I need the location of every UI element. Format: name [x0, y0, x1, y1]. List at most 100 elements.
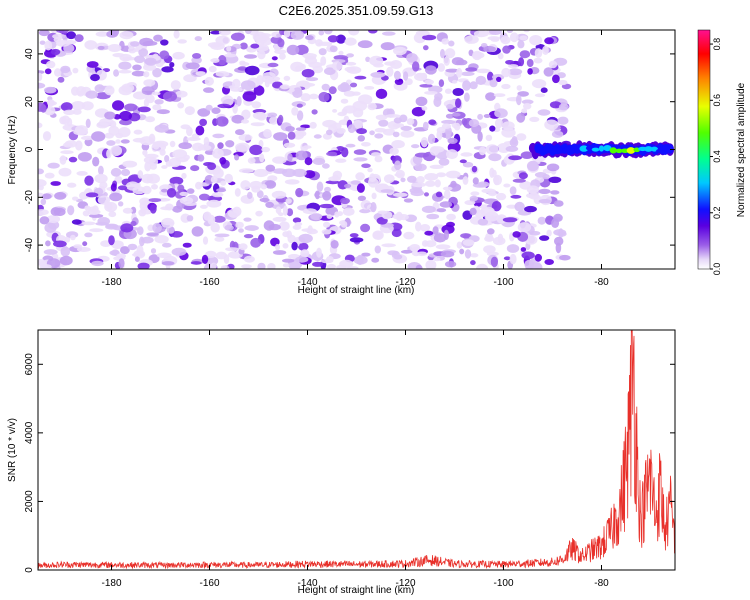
- heatmap-noise-blob: [110, 167, 122, 177]
- heatmap-noise-blob: [154, 124, 169, 133]
- heatmap-noise-blob: [336, 127, 346, 134]
- heatmap-noise-blob: [472, 177, 479, 185]
- heatmap-noise-blob: [544, 259, 554, 265]
- heatmap-noise-blob: [361, 252, 371, 257]
- heatmap-noise-blob: [67, 205, 75, 216]
- heatmap-noise-blob: [169, 61, 175, 68]
- heatmap-noise-blob: [519, 50, 531, 59]
- heatmap-noise-blob: [239, 42, 248, 50]
- heatmap-noise-blob: [521, 99, 534, 105]
- heatmap-noise-blob: [91, 260, 104, 267]
- heatmap-noise-blob: [400, 177, 406, 183]
- heatmap-noise-blob: [450, 180, 457, 188]
- heatmap-noise-blob: [225, 140, 235, 148]
- heatmap-noise-blob: [207, 162, 217, 170]
- heatmap-noise-blob: [60, 150, 74, 155]
- heatmap-noise-blob: [244, 30, 252, 35]
- heatmap-noise-blob: [432, 226, 439, 235]
- heatmap-noise-blob: [472, 50, 483, 61]
- heatmap-noise-blob: [197, 108, 211, 117]
- heatmap-noise-blob: [122, 207, 133, 214]
- heatmap-noise-blob: [302, 53, 317, 59]
- heatmap-noise-blob: [122, 160, 138, 168]
- heatmap-noise-blob: [548, 60, 558, 69]
- heatmap-noise-blob: [271, 190, 287, 199]
- heatmap-noise-blob: [386, 66, 394, 77]
- heatmap-noise-blob: [104, 85, 115, 96]
- heatmap-noise-blob: [81, 135, 94, 141]
- heatmap-noise-blob: [415, 221, 422, 232]
- heatmap-noise-blob: [285, 125, 295, 132]
- heatmap-noise-blob: [110, 145, 123, 157]
- heatmap-noise-blob: [85, 118, 91, 128]
- heatmap-noise-blob: [322, 191, 332, 201]
- heatmap-noise-blob: [420, 137, 428, 148]
- heatmap-noise-blob: [108, 235, 115, 246]
- heatmap-noise-blob: [434, 179, 441, 188]
- heatmap-noise-blob: [195, 181, 203, 190]
- heatmap-noise-blob: [104, 111, 116, 120]
- heatmap-noise-blob: [393, 254, 403, 260]
- heatmap-noise-blob: [381, 243, 397, 248]
- heatmap-noise-blob: [332, 109, 338, 113]
- heatmap-noise-blob: [433, 96, 442, 108]
- signal-peak-blob: [662, 146, 671, 152]
- heatmap-noise-blob: [235, 142, 250, 152]
- heatmap-noise-blob: [424, 91, 438, 95]
- heatmap-noise-blob: [195, 71, 206, 76]
- x-tick-label: -120: [395, 277, 415, 288]
- heatmap-noise-blob: [308, 61, 323, 69]
- heatmap-noise-blob: [137, 170, 144, 179]
- heatmap-noise-blob: [146, 173, 160, 184]
- heatmap-noise-blob: [145, 116, 155, 123]
- x-tick-label: -100: [493, 578, 513, 589]
- heatmap-noise-blob: [256, 75, 264, 85]
- heatmap-noise-blob: [44, 40, 53, 51]
- heatmap-noise-blob: [186, 137, 201, 141]
- heatmap-noise-blob: [544, 37, 554, 45]
- heatmap-noise-blob: [84, 232, 93, 238]
- heatmap-noise-blob: [113, 114, 121, 120]
- heatmap-noise-blob: [226, 45, 232, 52]
- heatmap-noise-blob: [502, 45, 511, 54]
- heatmap-noise-blob: [238, 134, 253, 141]
- heatmap-noise-blob: [406, 118, 415, 126]
- heatmap-noise-blob: [38, 168, 44, 175]
- heatmap-noise-blob: [389, 147, 399, 155]
- heatmap-noise-blob: [469, 195, 478, 202]
- heatmap-noise-blob: [557, 231, 567, 237]
- heatmap-noise-blob: [43, 249, 58, 255]
- heatmap-noise-blob: [41, 193, 52, 200]
- snr-y-ticks: 0 2000 4000 6000: [24, 353, 675, 573]
- heatmap-noise-blob: [489, 30, 502, 35]
- heatmap-noise-blob: [370, 202, 377, 213]
- heatmap-noise-blob: [391, 140, 405, 149]
- heatmap-noise-blob: [195, 125, 205, 136]
- heatmap-noise-blob: [369, 55, 384, 66]
- heatmap-noise-blob: [546, 229, 552, 237]
- heatmap-noise-blob: [38, 30, 50, 37]
- heatmap-noise-blob: [108, 211, 117, 218]
- heatmap-noise-blob: [112, 53, 125, 58]
- heatmap-noise-blob: [139, 136, 155, 146]
- heatmap-noise-blob: [72, 67, 79, 74]
- heatmap-noise-blob: [45, 240, 51, 247]
- heatmap-noise-blob: [445, 68, 460, 73]
- heatmap-noise-blob: [534, 172, 547, 178]
- heatmap-noise-blob: [534, 93, 546, 98]
- heatmap-noise-blob: [339, 259, 354, 268]
- heatmap-noise-blob: [110, 183, 117, 192]
- heatmap-noise-blob: [227, 208, 240, 218]
- heatmap-noise-blob: [485, 92, 496, 101]
- heatmap-noise-blob: [424, 173, 439, 181]
- heatmap-noise-blob: [326, 263, 336, 269]
- heatmap-noise-blob: [460, 233, 472, 239]
- heatmap-noise-blob: [340, 98, 349, 104]
- heatmap-noise-blob: [302, 208, 317, 215]
- heatmap-noise-blob: [318, 48, 327, 56]
- heatmap-noise-blob: [462, 239, 475, 247]
- heatmap-noise-blob: [488, 153, 502, 162]
- heatmap-noise-blob: [120, 168, 131, 177]
- heatmap-noise-blob: [353, 255, 368, 265]
